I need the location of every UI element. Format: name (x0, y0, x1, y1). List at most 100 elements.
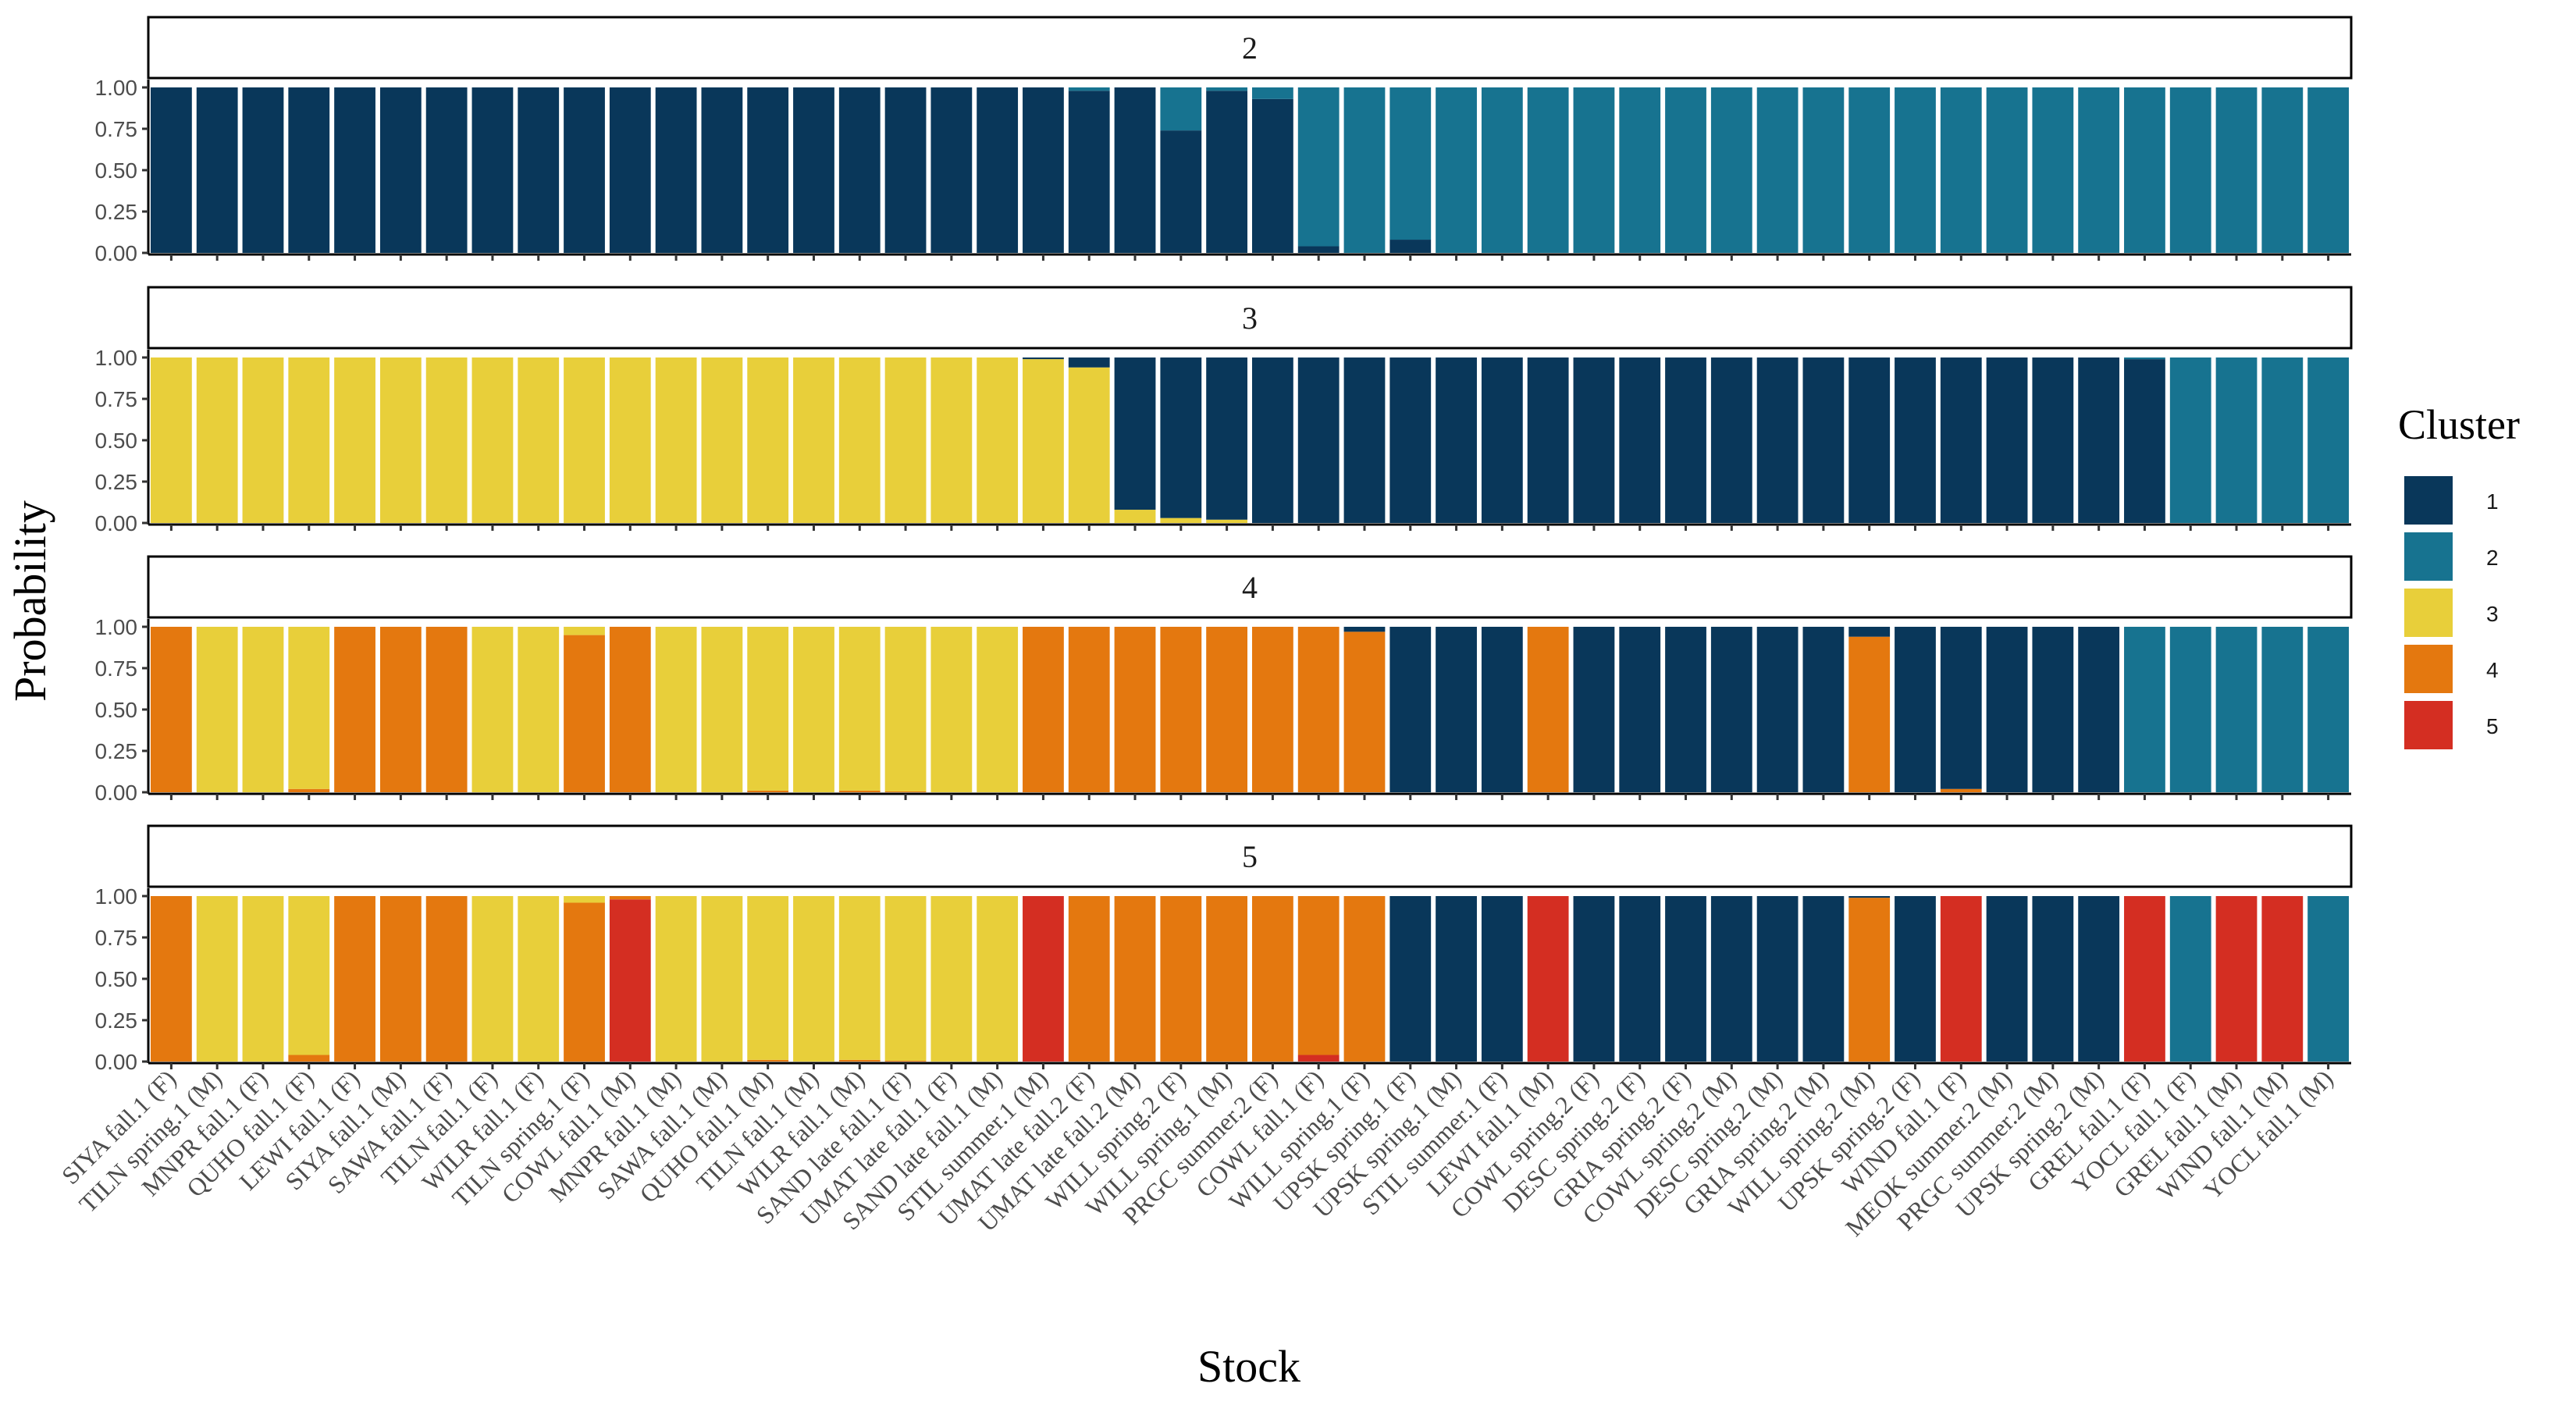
bar-segment-cluster-3 (1068, 367, 1110, 523)
bar-segment-cluster-4 (838, 1059, 881, 1062)
x-axis-title: Stock (1197, 1341, 1300, 1392)
bar-segment-cluster-3 (838, 627, 881, 791)
bar-segment-cluster-1 (1756, 357, 1799, 523)
bar-segment-cluster-3 (288, 896, 330, 1055)
bar-segment-cluster-1 (838, 87, 881, 253)
bar-segment-cluster-4 (1160, 627, 1202, 792)
bar-segment-cluster-1 (1160, 357, 1202, 518)
bar-segment-cluster-1 (1023, 87, 1064, 253)
bar-segment-cluster-1 (1895, 357, 1936, 523)
bar-segment-cluster-4 (1343, 631, 1386, 792)
bar-segment-cluster-3 (1206, 519, 1247, 523)
bar-segment-cluster-3 (747, 896, 789, 1060)
bar-segment-cluster-1 (1389, 627, 1432, 792)
bar-segment-cluster-1 (242, 87, 284, 253)
bar-segment-cluster-5 (2215, 896, 2258, 1062)
bar-segment-cluster-1 (1940, 627, 1982, 789)
bar-segment-cluster-1 (518, 87, 560, 253)
bar-segment-cluster-1 (1068, 357, 1110, 368)
bar-segment-cluster-3 (930, 627, 973, 792)
bar-segment-cluster-4 (1160, 896, 1202, 1062)
legend-key-cluster-5 (2404, 701, 2453, 749)
legend-label: 4 (2486, 658, 2499, 682)
facet-strip-label: 5 (1242, 839, 1258, 874)
bar-segment-cluster-4 (884, 791, 927, 792)
bar-segment-cluster-3 (747, 627, 789, 791)
bar-segment-cluster-1 (151, 87, 192, 253)
bar-segment-cluster-1 (1068, 91, 1110, 254)
y-tick-label: 0.75 (95, 387, 138, 411)
legend-label: 5 (2486, 714, 2499, 738)
bar-segment-cluster-4 (1527, 627, 1569, 792)
bar-segment-cluster-3 (655, 896, 697, 1062)
x-axis: SIYA fall.1 (F)TILN spring.1 (M)MNPR fal… (56, 1064, 2339, 1241)
bar-segment-cluster-5 (1527, 896, 1569, 1062)
bar-segment-cluster-3 (518, 896, 560, 1062)
facet-panel-3: 3 0.00 0.25 0.50 0.75 1.00 (95, 286, 2353, 535)
bar-segment-cluster-1 (1114, 87, 1156, 253)
bar-segment-cluster-1 (1343, 627, 1386, 632)
bar-segment-cluster-2 (1619, 87, 1661, 253)
y-tick-label: 1.00 (95, 615, 138, 639)
y-tick-label: 0.25 (95, 739, 138, 763)
bar-segment-cluster-4 (1297, 896, 1340, 1055)
bar-segment-cluster-4 (288, 1055, 330, 1062)
bar-segment-cluster-1 (2078, 627, 2120, 792)
bar-segment-cluster-3 (379, 357, 422, 523)
bar-segment-cluster-2 (2169, 357, 2211, 523)
bar-segment-cluster-1 (884, 87, 927, 253)
y-tick-label: 0.00 (95, 511, 138, 535)
bar-segment-cluster-3 (884, 896, 927, 1061)
bar-segment-cluster-1 (1895, 896, 1936, 1062)
y-tick-label: 0.75 (95, 926, 138, 950)
bar-segment-cluster-3 (196, 357, 238, 523)
bar-segment-cluster-2 (2169, 87, 2211, 253)
bar-segment-cluster-4 (609, 627, 651, 792)
y-tick-label: 0.00 (95, 1050, 138, 1074)
bar-segment-cluster-2 (2169, 896, 2211, 1062)
bar-segment-cluster-1 (1619, 627, 1661, 792)
bar-segment-cluster-3 (793, 627, 834, 792)
bar-segment-cluster-2 (2307, 87, 2349, 253)
y-tick-label: 0.50 (95, 967, 138, 991)
bar-segment-cluster-3 (242, 357, 284, 523)
y-tick-label: 1.00 (95, 346, 138, 370)
bar-segment-cluster-1 (1573, 896, 1615, 1062)
facet-panel-2: 2 0.00 0.25 0.50 0.75 1.00 (95, 16, 2353, 265)
bar-segment-cluster-1 (1252, 357, 1293, 523)
bar-segment-cluster-2 (2307, 896, 2349, 1062)
bar-segment-cluster-2 (2124, 357, 2165, 360)
bar-segment-cluster-2 (1665, 87, 1706, 253)
bar-segment-cluster-4 (288, 788, 330, 792)
bar-segment-cluster-4 (425, 896, 468, 1062)
bar-segment-cluster-1 (334, 87, 375, 253)
bar-segment-cluster-4 (747, 1059, 789, 1062)
bar-segment-cluster-4 (1848, 898, 1891, 1062)
bar-segment-cluster-3 (242, 627, 284, 792)
bar-segment-cluster-2 (1297, 87, 1340, 247)
bar-segment-cluster-1 (1389, 240, 1432, 253)
bar-segment-cluster-4 (838, 790, 881, 792)
bar-segment-cluster-4 (1114, 627, 1156, 792)
bar-segment-cluster-3 (242, 896, 284, 1062)
bar-segment-cluster-1 (2078, 896, 2120, 1062)
bar-segment-cluster-4 (1848, 636, 1891, 792)
bar-segment-cluster-1 (1252, 98, 1293, 253)
facet-panels: 2 0.00 0.25 0.50 0.75 1.00 3 0.00 0.25 0.50 0.75 1.… (95, 16, 2353, 1074)
bar-segment-cluster-1 (1940, 357, 1982, 523)
bar-segment-cluster-1 (1023, 357, 1064, 360)
bar-segment-cluster-2 (1527, 87, 1569, 253)
facet-strip-label: 3 (1242, 301, 1258, 336)
bar-segment-cluster-1 (1665, 627, 1706, 792)
bar-segment-cluster-3 (518, 357, 560, 523)
bar-segment-cluster-1 (747, 87, 789, 253)
bar-segment-cluster-1 (1206, 357, 1247, 520)
bar-segment-cluster-2 (2261, 627, 2304, 792)
bar-segment-cluster-2 (2169, 627, 2211, 792)
legend-label: 3 (2486, 602, 2499, 626)
bar-segment-cluster-1 (1802, 896, 1845, 1062)
bar-segment-cluster-1 (1114, 357, 1156, 510)
bar-segment-cluster-3 (1023, 359, 1064, 523)
bar-segment-cluster-1 (1619, 357, 1661, 523)
facet-strip (147, 824, 2353, 888)
